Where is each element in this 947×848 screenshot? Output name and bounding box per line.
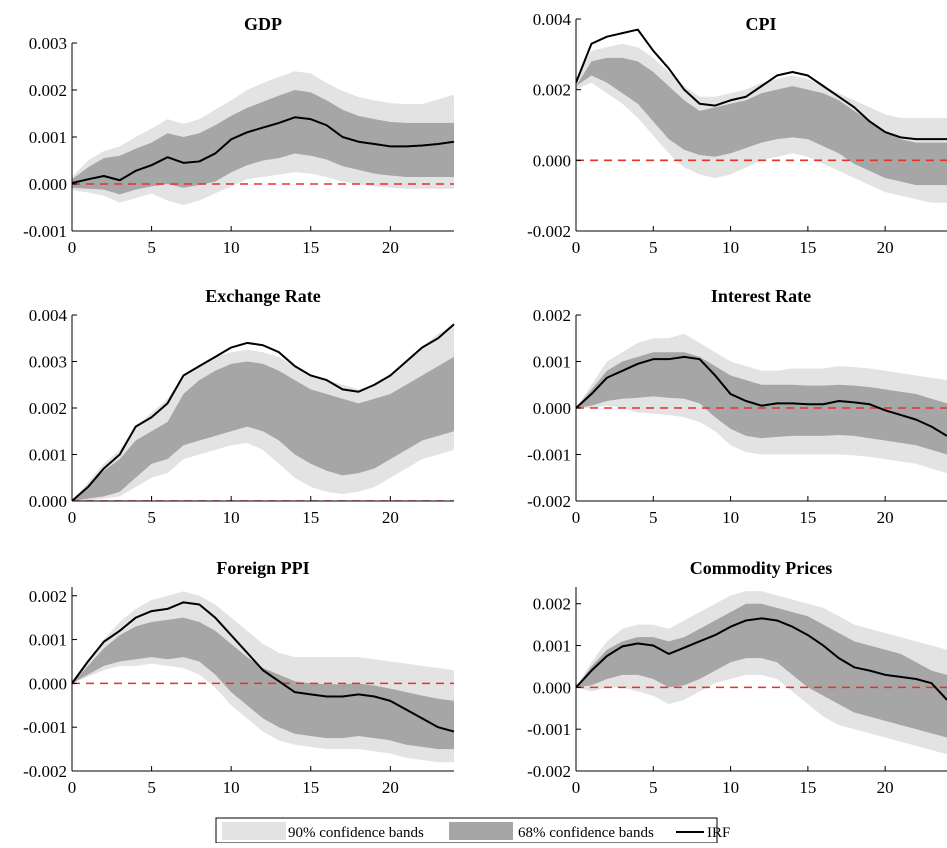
x-tick-label: 15 [799,508,816,527]
plot-area [72,71,455,206]
x-tick-label: 5 [147,508,156,527]
plot-area [72,591,455,763]
x-tick-label: 5 [147,778,156,797]
x-tick-label: 20 [382,778,399,797]
plot-area [576,333,947,474]
legend-swatch-band90 [222,822,286,840]
y-tick-label: 0.000 [533,399,571,418]
y-tick-label: 0.001 [29,631,67,650]
panel-5: -0.002 -0.001 0.000 0.001 0.002 0 5 10 15 20 Forei… [23,558,455,797]
plot-area [576,28,947,203]
y-tick-label: -0.001 [527,446,571,465]
legend: 90% confidence bands 68% confidence bands… [215,817,730,844]
legend-label: 68% confidence bands [518,825,654,841]
x-tick-label: 10 [722,238,739,257]
x-tick-label: 15 [799,778,816,797]
panel-title: Exchange Rate [205,286,321,306]
y-tick-label: 0.002 [533,595,571,614]
x-tick-label: 10 [223,238,240,257]
panel-title: Foreign PPI [216,558,309,578]
y-tick-label: 0.000 [29,175,67,194]
x-tick-label: 5 [649,238,658,257]
y-tick-label: 0.002 [533,81,571,100]
panel-title: Interest Rate [711,286,811,306]
x-tick-label: 20 [877,238,894,257]
y-tick-label: -0.002 [527,762,571,781]
x-tick-label: 5 [649,778,658,797]
x-tick-label: 10 [722,778,739,797]
y-tick-label: -0.002 [527,222,571,241]
y-tick-label: 0.000 [533,678,571,697]
x-tick-label: 15 [799,238,816,257]
legend-label: 90% confidence bands [288,825,424,841]
x-tick-label: 0 [572,778,581,797]
plot-area [576,591,947,755]
y-tick-label: -0.002 [23,762,67,781]
y-tick-label: 0.001 [29,128,67,147]
x-tick-label: 10 [722,508,739,527]
x-tick-label: 15 [302,778,319,797]
y-tick-label: 0.003 [29,353,67,372]
band-68 [72,90,454,195]
band-68 [72,356,454,501]
y-tick-label: -0.002 [527,492,571,511]
x-tick-label: 0 [68,238,77,257]
y-tick-label: -0.001 [23,718,67,737]
y-tick-label: -0.001 [527,720,571,739]
panel-title: GDP [244,14,282,34]
y-tick-label: 0.000 [29,492,67,511]
x-tick-label: 10 [223,508,240,527]
x-tick-label: 15 [302,508,319,527]
x-tick-label: 5 [649,508,658,527]
irf-line [576,355,947,437]
y-tick-label: 0.001 [29,446,67,465]
panel-title: Commodity Prices [690,558,832,578]
y-tick-label: 0.002 [533,306,571,325]
band-68 [576,603,947,738]
y-tick-label: 0.002 [29,399,67,418]
plot-area [72,323,455,501]
x-tick-label: 15 [302,238,319,257]
y-tick-label: 0.000 [533,151,571,170]
irf-line [576,617,947,701]
panel-4: -0.002 -0.001 0.000 0.001 0.002 0 5 10 15 20 Inter… [527,286,947,527]
irf-line [576,28,947,141]
x-tick-label: 0 [68,508,77,527]
legend-label: IRF [707,825,730,841]
panel-2: -0.002 0.000 0.002 0.004 0 5 10 15 20 CPI [527,10,947,257]
y-tick-label: 0.003 [29,34,67,53]
y-tick-label: 0.004 [29,306,68,325]
band-68 [576,352,947,455]
y-tick-label: 0.001 [533,353,571,372]
x-tick-label: 0 [572,238,581,257]
panel-6: -0.002 -0.001 0.000 0.001 0.002 0 5 10 15 20 Commo… [527,558,947,797]
irf-line [72,601,455,733]
irf-line [72,323,455,501]
irf-line [72,116,455,185]
x-tick-label: 20 [877,508,894,527]
band-90 [576,591,947,755]
x-tick-label: 0 [68,778,77,797]
band-68 [72,617,454,750]
y-tick-label: 0.000 [29,674,67,693]
x-tick-label: 20 [877,778,894,797]
panel-title: CPI [746,14,777,34]
x-tick-label: 20 [382,238,399,257]
y-tick-label: 0.004 [533,10,572,29]
band-68 [576,57,947,186]
x-tick-label: 5 [147,238,156,257]
y-tick-label: 0.002 [29,587,67,606]
x-tick-label: 0 [572,508,581,527]
panel-3: 0.000 0.001 0.002 0.003 0.004 0 5 10 15 20 Exchang… [29,286,455,527]
x-tick-label: 10 [223,778,240,797]
x-tick-label: 20 [382,508,399,527]
y-tick-label: 0.002 [29,81,67,100]
y-tick-label: 0.001 [533,637,571,656]
legend-swatch-band68 [449,822,513,840]
y-tick-label: -0.001 [23,222,67,241]
panel-1: -0.001 0.000 0.001 0.002 0.003 0 5 10 15 20 GDP [23,14,455,257]
